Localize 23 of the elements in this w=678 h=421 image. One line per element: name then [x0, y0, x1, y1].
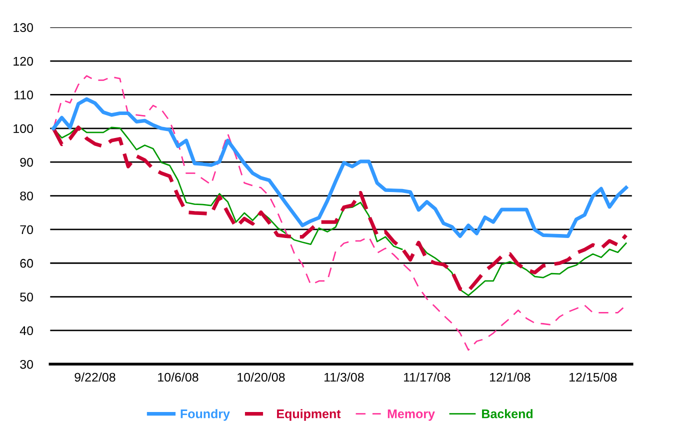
- x-tick-label: 10/20/08: [238, 372, 285, 382]
- y-tick-label: 100: [14, 124, 34, 134]
- y-tick-label: 70: [20, 225, 34, 234]
- x-tick-label: 12/15/08: [570, 372, 617, 382]
- y-tick-label: 60: [20, 258, 34, 268]
- y-tick-label: 130: [14, 23, 34, 32]
- line-series: [52, 97, 628, 238]
- x-tick-label: 11/3/08: [324, 372, 364, 382]
- y-tick-label: 40: [20, 326, 34, 336]
- x-tick-label: 11/17/08: [404, 372, 450, 382]
- legend-label: Memory: [388, 410, 435, 421]
- y-tick-label: 30: [20, 360, 34, 369]
- y-tick-label: 50: [20, 292, 34, 302]
- y-tick-label: 90: [20, 158, 34, 167]
- x-tick-label: 9/22/08: [74, 372, 116, 382]
- x-tick-label: 12/1/08: [490, 372, 530, 382]
- x-tick-label: 10/6/08: [158, 372, 198, 382]
- legend-label: Foundry: [180, 409, 230, 421]
- y-tick-label: 120: [14, 56, 34, 66]
- y-tick-label: 110: [14, 90, 34, 100]
- legend-label: Equipment: [277, 409, 341, 421]
- legend-label: Backend: [482, 409, 533, 418]
- y-tick-label: 80: [20, 192, 34, 200]
